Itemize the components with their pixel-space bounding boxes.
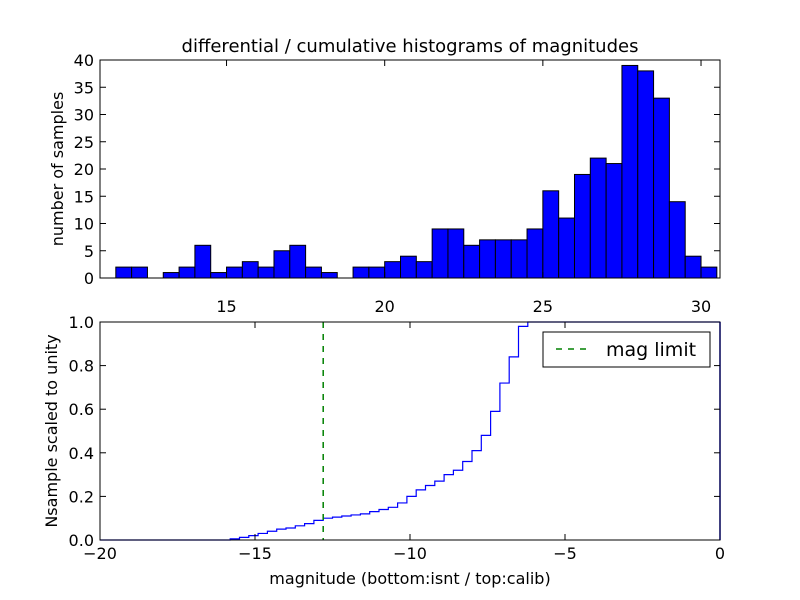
histogram-bar [194, 244, 212, 279]
bottom-x-axis-label: magnitude (bottom:isnt / top:calib) [269, 569, 550, 588]
y-tick-label: 0.0 [69, 531, 94, 550]
histogram-bar [526, 228, 544, 279]
legend-mag-limit-label: mag limit [606, 339, 696, 361]
y-tick-label: 5 [84, 242, 94, 261]
x-tick-label: −15 [238, 544, 272, 563]
histogram-bar [431, 228, 449, 279]
top-y-axis-label: number of samples [48, 92, 67, 247]
histogram-bar [605, 163, 623, 279]
x-tick-label: −20 [83, 544, 117, 563]
bottom-panel: 0.0 0.2 0.4 0.6 0.8 1.0 −20 −15 −10 −5 0 Nsample … [42, 313, 725, 588]
histogram-bar [621, 64, 639, 279]
histogram-bar [162, 272, 180, 279]
x-tick-label: −10 [393, 544, 427, 563]
histogram-bar [447, 228, 465, 279]
y-tick-label: 0.4 [69, 444, 94, 463]
histogram-bar [320, 272, 338, 279]
histogram-bar [352, 266, 370, 279]
y-tick-label: 25 [74, 133, 94, 152]
histogram-bar [368, 266, 386, 279]
top-bars [115, 64, 718, 279]
bottom-x-ticks: −20 −15 −10 −5 0 [83, 322, 725, 563]
histogram-bar [305, 266, 322, 279]
histogram-bar [384, 261, 402, 279]
histogram-bar [415, 261, 433, 279]
histogram-bar [653, 97, 670, 279]
histogram-bar [589, 157, 607, 279]
histogram-bar [131, 266, 148, 279]
y-tick-label: 40 [74, 51, 94, 70]
x-tick-label: 20 [375, 297, 395, 316]
y-tick-label: 30 [74, 106, 94, 125]
histogram-bar [494, 239, 512, 279]
cumulative-step-line [100, 321, 720, 541]
histogram-bar [210, 272, 228, 279]
y-tick-label: 10 [74, 215, 94, 234]
x-tick-label: 15 [216, 297, 236, 316]
top-y-ticks: 0 5 10 15 20 25 30 35 40 [74, 51, 720, 288]
histogram-bar [558, 217, 575, 279]
top-chart-title: differential / cumulative histograms of … [182, 36, 639, 57]
y-tick-label: 1.0 [69, 313, 94, 332]
histogram-bar [241, 261, 259, 279]
y-tick-label: 0.8 [69, 357, 94, 376]
x-tick-label: 0 [715, 544, 725, 563]
y-tick-label: 15 [74, 187, 94, 206]
histogram-bar [684, 255, 702, 279]
bottom-y-ticks: 0.0 0.2 0.4 0.6 0.8 1.0 [69, 313, 720, 550]
histogram-bar [668, 201, 686, 279]
y-tick-label: 0 [84, 269, 94, 288]
histogram-bar [700, 266, 718, 279]
bottom-y-axis-label: Nsample scaled to unity [42, 334, 61, 527]
histogram-bar [637, 70, 655, 279]
y-tick-label: 20 [74, 160, 94, 179]
histogram-bar [273, 250, 291, 279]
y-tick-label: 0.2 [69, 487, 94, 506]
x-tick-label: 30 [691, 297, 711, 316]
y-tick-label: 35 [74, 78, 94, 97]
histogram-bar [510, 239, 528, 279]
histogram-bar [542, 190, 560, 279]
histogram-bar [115, 266, 133, 279]
y-tick-label: 0.6 [69, 400, 94, 419]
histogram-bar [400, 255, 417, 279]
histogram-bar [479, 239, 496, 279]
histogram-bar [463, 244, 481, 279]
histogram-bar [178, 266, 196, 279]
top-x-ticks: 15 20 25 30 [216, 60, 711, 316]
histogram-bar [226, 266, 243, 279]
histogram-bar [573, 173, 591, 279]
histogram-bar [257, 266, 275, 279]
histogram-bar [289, 244, 307, 279]
x-tick-label: 25 [533, 297, 553, 316]
legend: mag limit [542, 331, 711, 368]
top-panel: differential / cumulative histograms of … [48, 36, 721, 316]
x-tick-label: −5 [553, 544, 577, 563]
